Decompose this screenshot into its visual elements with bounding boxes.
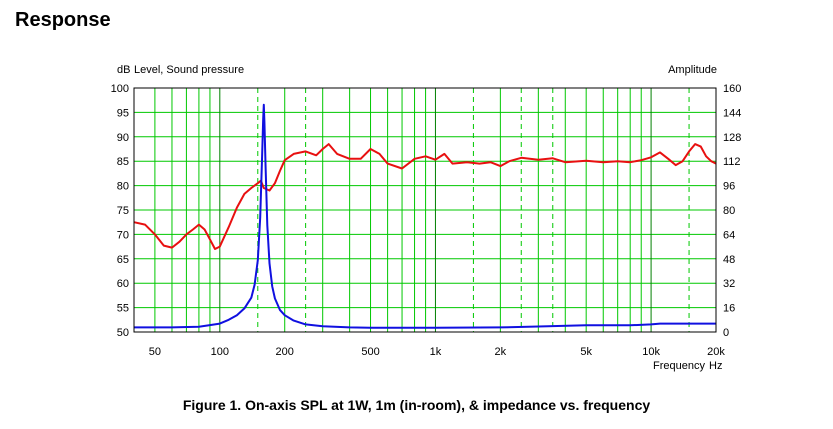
x-tick-label: 100	[211, 346, 229, 358]
x-tick-label: 500	[361, 346, 379, 358]
y-right-tick-label: 64	[723, 229, 735, 241]
x-tick-label: 50	[149, 346, 161, 358]
y-right-tick-label: 144	[723, 107, 741, 119]
y-right-tick-label: 16	[723, 303, 735, 315]
page-heading: Response	[15, 9, 111, 31]
y-right-tick-label: 112	[723, 156, 741, 168]
y-right-tick-label: 0	[723, 327, 729, 339]
y-right-tick-label: 96	[723, 181, 735, 193]
y-right-tick-label: 80	[723, 205, 735, 217]
y-right-tick-label: 160	[723, 83, 741, 95]
y-tick-label: 50	[117, 327, 129, 339]
x-axis-label: Frequency	[653, 360, 705, 372]
series	[133, 103, 717, 329]
y-tick-label: 75	[117, 205, 129, 217]
spl-response-line	[133, 143, 717, 250]
y-axis-unit: dB	[117, 64, 130, 76]
y-axis-label: Level, Sound pressure	[134, 64, 244, 76]
impedance-line	[134, 103, 716, 329]
x-tick-label: 20k	[707, 346, 725, 358]
y-right-tick-label: 128	[723, 132, 741, 144]
plot-frame	[133, 87, 717, 333]
x-tick-label: 2k	[495, 346, 507, 358]
y-right-tick-label: 48	[723, 254, 735, 266]
y-tick-label: 80	[117, 181, 129, 193]
y-tick-label: 100	[111, 83, 129, 95]
y-tick-label: 90	[117, 132, 129, 144]
x-tick-label: 200	[276, 346, 294, 358]
figure-caption: Figure 1. On-axis SPL at 1W, 1m (in-room…	[182, 397, 651, 413]
y-tick-label: 55	[117, 303, 129, 315]
y-tick-label: 85	[117, 156, 129, 168]
y-tick-label: 95	[117, 107, 129, 119]
x-tick-label: 1k	[430, 346, 442, 358]
grid	[133, 87, 717, 333]
y-right-tick-label: 32	[723, 278, 735, 290]
y-tick-label: 65	[117, 254, 129, 266]
x-tick-label: 10k	[642, 346, 660, 358]
y-axis-right-label: Amplitude	[668, 64, 717, 76]
y-tick-label: 60	[117, 278, 129, 290]
x-axis-unit: Hz	[709, 360, 722, 372]
y-tick-label: 70	[117, 229, 129, 241]
frequency-response-chart: dB Level, Sound pressure Amplitude Frequ…	[111, 64, 742, 372]
x-tick-label: 5k	[580, 346, 592, 358]
